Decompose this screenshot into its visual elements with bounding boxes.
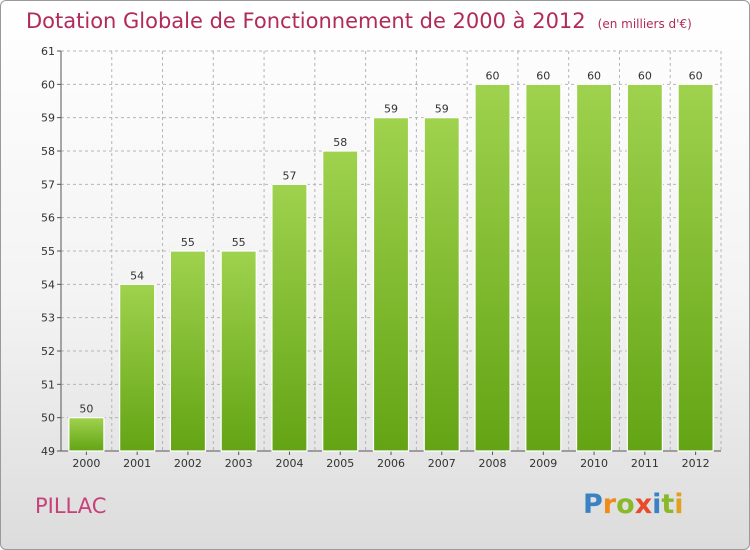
bar: [575, 83, 613, 452]
x-tick-label: 2000: [72, 457, 100, 470]
logo-letter: i: [674, 489, 684, 520]
bar-layer: [68, 83, 714, 452]
x-tick-label: 2008: [479, 457, 507, 470]
data-label: 55: [232, 236, 246, 249]
y-tick-label: 50: [41, 412, 55, 425]
bar: [271, 183, 308, 452]
data-label: 60: [486, 69, 500, 82]
y-tick-label: 49: [41, 445, 55, 458]
bar: [677, 83, 714, 452]
data-label: 57: [282, 169, 296, 182]
data-label: 60: [638, 69, 652, 82]
x-tick-label: 2006: [377, 457, 405, 470]
logo-letter: x: [634, 489, 653, 520]
y-tick-label: 57: [41, 178, 55, 191]
x-tick-label: 2002: [174, 457, 202, 470]
bar: [68, 417, 105, 452]
y-tick-label: 56: [41, 212, 55, 225]
x-tick-label: 2007: [428, 457, 456, 470]
data-label: 55: [181, 236, 195, 249]
data-label: 60: [587, 69, 601, 82]
x-tick-label: 2004: [275, 457, 303, 470]
x-tick-label: 2005: [326, 457, 354, 470]
y-tick-label: 60: [41, 78, 55, 91]
logo-letter: r: [602, 489, 617, 520]
bar: [423, 117, 460, 452]
bar: [626, 83, 663, 452]
x-tick-label: 2010: [580, 457, 608, 470]
logo-letter: P: [583, 489, 603, 520]
y-tick-label: 55: [41, 245, 55, 258]
y-tick-label: 58: [41, 145, 55, 158]
bar: [474, 83, 511, 452]
bar: [169, 250, 207, 452]
bar: [525, 83, 562, 452]
y-tick-label: 51: [41, 378, 55, 391]
chart-title-block: Dotation Globale de Fonctionnement de 20…: [26, 9, 692, 33]
x-tick-label: 2011: [631, 457, 659, 470]
y-tick-label: 54: [41, 278, 55, 291]
data-label: 60: [689, 69, 703, 82]
y-tick-label: 52: [41, 345, 55, 358]
data-label: 60: [536, 69, 550, 82]
y-tick-label: 53: [41, 312, 55, 325]
label-layer: 50 2000 54 2001 55 2002 55 2003 57 2004 58 2005 59 20…: [72, 69, 709, 470]
logo-letter: i: [652, 489, 662, 520]
x-tick-label: 2012: [682, 457, 710, 470]
x-tick-label: 2001: [123, 457, 151, 470]
data-label: 59: [384, 103, 398, 116]
x-tick-label: 2009: [529, 457, 557, 470]
data-label: 54: [130, 269, 144, 282]
bar: [372, 117, 410, 452]
logo-letter: o: [616, 489, 635, 520]
proxiti-logo: Proxiti: [583, 489, 684, 520]
data-label: 50: [79, 403, 93, 416]
y-tick-label: 59: [41, 112, 55, 125]
data-label: 58: [333, 136, 347, 149]
bar: [119, 283, 156, 452]
logo-letter: t: [661, 489, 675, 520]
bar: [322, 150, 359, 452]
commune-name: PILLAC: [35, 494, 107, 518]
y-tick-label: 61: [41, 45, 55, 58]
unit-note: (en milliers d'€): [597, 17, 692, 31]
data-label: 59: [435, 103, 449, 116]
x-tick-label: 2003: [225, 457, 253, 470]
chart-title: Dotation Globale de Fonctionnement de 20…: [26, 9, 586, 33]
bar: [220, 250, 257, 452]
